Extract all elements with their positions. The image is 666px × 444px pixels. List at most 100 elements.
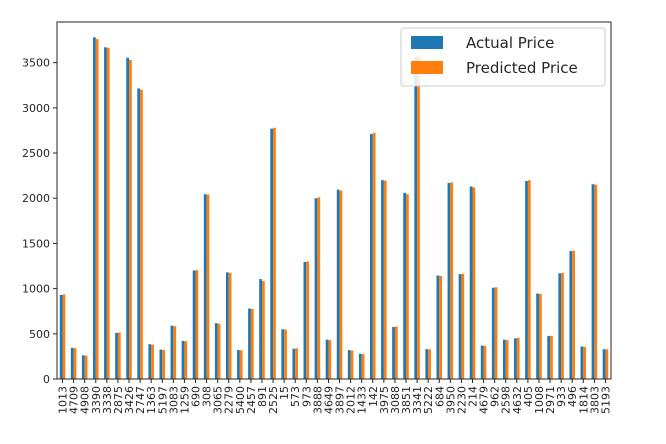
bar-actual-3888 <box>314 198 318 379</box>
y-tick-label: 2500 <box>22 147 50 160</box>
bar-predicted-1008 <box>538 294 542 379</box>
x-tick-label: 5400 <box>234 386 247 414</box>
bar-actual-2457 <box>248 308 251 379</box>
bar-actual-1363 <box>148 344 152 379</box>
bar-predicted-214 <box>472 187 476 379</box>
bar-actual-308 <box>203 194 207 379</box>
bar-actual-5222 <box>425 349 429 379</box>
bar-predicted-3390 <box>95 39 99 380</box>
bar-actual-2875 <box>115 332 118 379</box>
bar-predicted-3341 <box>417 55 420 379</box>
x-tick-label: 962 <box>489 386 502 407</box>
bar-predicted-3888 <box>317 197 321 379</box>
y-tick-label: 500 <box>29 328 50 341</box>
legend: Actual Price Predicted Price <box>400 27 606 87</box>
bar-predicted-3338 <box>106 47 110 379</box>
bar-actual-2525 <box>270 128 274 379</box>
bar-actual-3338 <box>104 47 107 380</box>
x-tick-label: 3803 <box>588 386 601 414</box>
x-tick-label: 5193 <box>599 386 612 414</box>
x-tick-label: 690 <box>190 386 203 407</box>
bar-actual-1013 <box>59 294 63 379</box>
bar-predicted-933 <box>561 272 564 379</box>
x-tick-label: 15 <box>278 386 291 400</box>
x-tick-label: 142 <box>367 386 380 407</box>
bar-predicted-2230 <box>461 273 465 379</box>
bar-actual-1814 <box>580 346 584 379</box>
bar-predicted-1013 <box>62 294 66 379</box>
x-tick-label: 4709 <box>68 386 81 414</box>
bar-actual-15 <box>281 329 285 379</box>
bar-actual-4679 <box>480 345 484 379</box>
bar-predicted-3975 <box>383 180 387 379</box>
bar-predicted-3083 <box>173 326 177 379</box>
x-tick-label: 5197 <box>156 386 169 414</box>
bar-predicted-5193 <box>605 349 609 379</box>
bar-predicted-2875 <box>117 332 121 379</box>
bar-actual-4908 <box>81 355 85 379</box>
bar-actual-5400 <box>237 350 240 379</box>
bar-predicted-3088 <box>394 326 398 379</box>
x-tick-label: 933 <box>555 386 568 407</box>
x-tick-label: 2230 <box>455 386 468 414</box>
x-tick-label: 3088 <box>389 386 402 414</box>
bar-actual-3083 <box>170 325 174 379</box>
bar-predicted-962 <box>494 287 498 379</box>
y-tick-label: 0 <box>43 373 50 386</box>
bar-predicted-308 <box>206 194 210 379</box>
x-tick-label: 3851 <box>400 386 413 414</box>
x-tick-label: 3083 <box>167 386 180 414</box>
x-tick-label: 2971 <box>544 386 557 414</box>
bar-predicted-4649 <box>328 340 332 379</box>
bar-predicted-15 <box>284 329 287 379</box>
y-tick-label: 2000 <box>22 192 50 205</box>
bar-predicted-3803 <box>594 184 598 379</box>
bar-actual-2971 <box>547 336 551 379</box>
bar-predicted-1259 <box>184 341 188 379</box>
x-tick-label: 2457 <box>245 386 258 414</box>
x-tick-label: 3897 <box>334 386 347 414</box>
legend-swatch-predicted <box>411 61 443 74</box>
bar-predicted-2525 <box>273 127 276 380</box>
bar-actual-973 <box>303 261 307 379</box>
bar-predicted-4908 <box>84 355 88 379</box>
bar-predicted-891 <box>261 280 265 379</box>
bar-actual-1259 <box>181 341 185 379</box>
bar-predicted-4679 <box>483 346 487 379</box>
bar-actual-3950 <box>447 182 451 379</box>
legend-box <box>400 27 606 87</box>
bar-predicted-2279 <box>228 272 232 379</box>
bar-actual-3426 <box>126 57 130 379</box>
bar-actual-214 <box>469 186 473 379</box>
bar-actual-5197 <box>159 349 163 379</box>
bar-predicted-5222 <box>428 349 431 379</box>
bar-actual-3341 <box>414 57 418 379</box>
bar-predicted-2598 <box>505 340 509 379</box>
x-tick-label: 1433 <box>356 386 369 414</box>
bar-predicted-405 <box>527 180 531 379</box>
bar-actual-1433 <box>358 353 362 379</box>
legend-label-predicted: Predicted Price <box>466 59 578 77</box>
bar-actual-2598 <box>502 339 506 379</box>
x-tick-label: 1008 <box>533 386 546 414</box>
x-tick-label: 3065 <box>212 386 225 414</box>
bar-predicted-3950 <box>450 182 454 379</box>
x-tick-label: 4649 <box>322 386 335 414</box>
bar-actual-690 <box>192 270 196 379</box>
plot-frame <box>56 21 612 380</box>
bar-actual-2747 <box>137 88 141 380</box>
bar-predicted-690 <box>195 270 199 379</box>
x-tick-label: 4632 <box>511 386 524 414</box>
x-tick-label: 214 <box>467 386 480 407</box>
y-tick-label: 1500 <box>22 237 50 250</box>
bar-predicted-3851 <box>406 194 409 379</box>
bar-actual-4649 <box>325 339 329 379</box>
bar-predicted-5197 <box>162 349 166 379</box>
x-tick-label: 891 <box>256 386 269 407</box>
x-tick-label: 3338 <box>101 386 114 414</box>
bar-predicted-4632 <box>516 337 520 379</box>
bar-predicted-573 <box>295 348 298 379</box>
x-tick-label: 2598 <box>500 386 513 414</box>
x-tick-label: 1259 <box>178 386 191 414</box>
bar-predicted-3426 <box>129 59 132 380</box>
